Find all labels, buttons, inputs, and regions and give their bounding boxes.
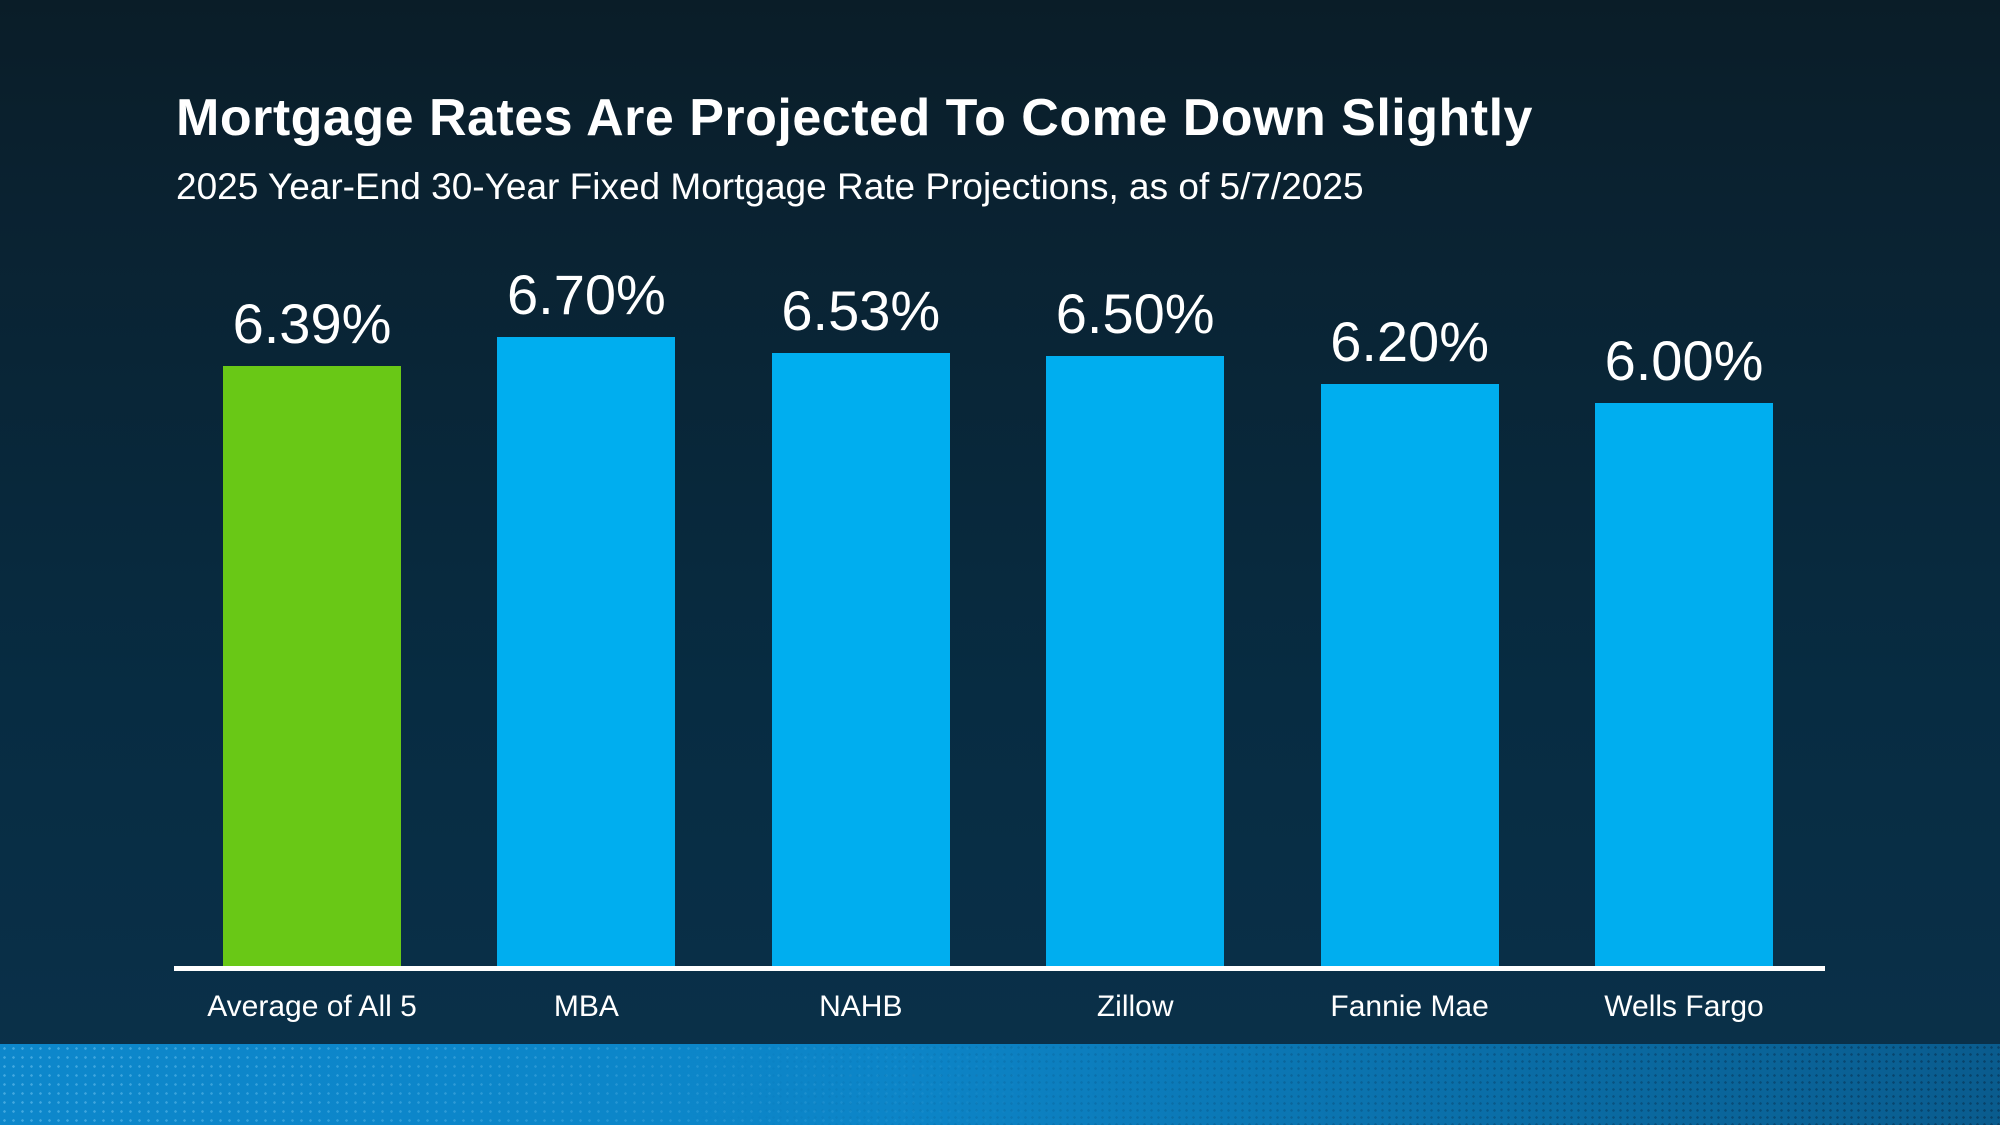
bar-category-label: Wells Fargo xyxy=(1604,990,1764,1023)
bar-value-label: 6.39% xyxy=(232,292,392,356)
bar-category-label: Average of All 5 xyxy=(207,990,417,1023)
bar-mba xyxy=(497,337,676,966)
footer-decorative-band xyxy=(0,1044,2000,1125)
bar-nahb xyxy=(771,353,950,966)
bar-zillow xyxy=(1046,355,1225,966)
bar-average-of-all-5 xyxy=(223,366,401,966)
bar-value-label: 6.70% xyxy=(506,263,666,327)
bar-value-label: 6.00% xyxy=(1604,328,1764,392)
chart-subtitle: 2025 Year-End 30-Year Fixed Mortgage Rat… xyxy=(176,166,1364,207)
bar-value-label: 6.50% xyxy=(1055,281,1215,345)
bar-wells-fargo xyxy=(1595,402,1773,966)
bar-category-label: NAHB xyxy=(819,990,903,1023)
bar-category-label: Zillow xyxy=(1096,990,1174,1023)
chart-title: Mortgage Rates Are Projected To Come Dow… xyxy=(176,89,1533,147)
bar-value-label: 6.53% xyxy=(781,279,941,343)
bar-value-label: 6.20% xyxy=(1330,310,1489,374)
x-axis-line xyxy=(174,966,1825,971)
bar-fannie-mae xyxy=(1320,384,1499,966)
bar-chart-plot-area: 6.39% Average of All 5 6.70% MBA 6.53% NAHB 6.… xyxy=(174,267,1825,1023)
bar-category-label: Fannie Mae xyxy=(1330,990,1489,1023)
dot-texture-dark xyxy=(0,1044,2000,1125)
bar-category-label: MBA xyxy=(553,990,619,1023)
